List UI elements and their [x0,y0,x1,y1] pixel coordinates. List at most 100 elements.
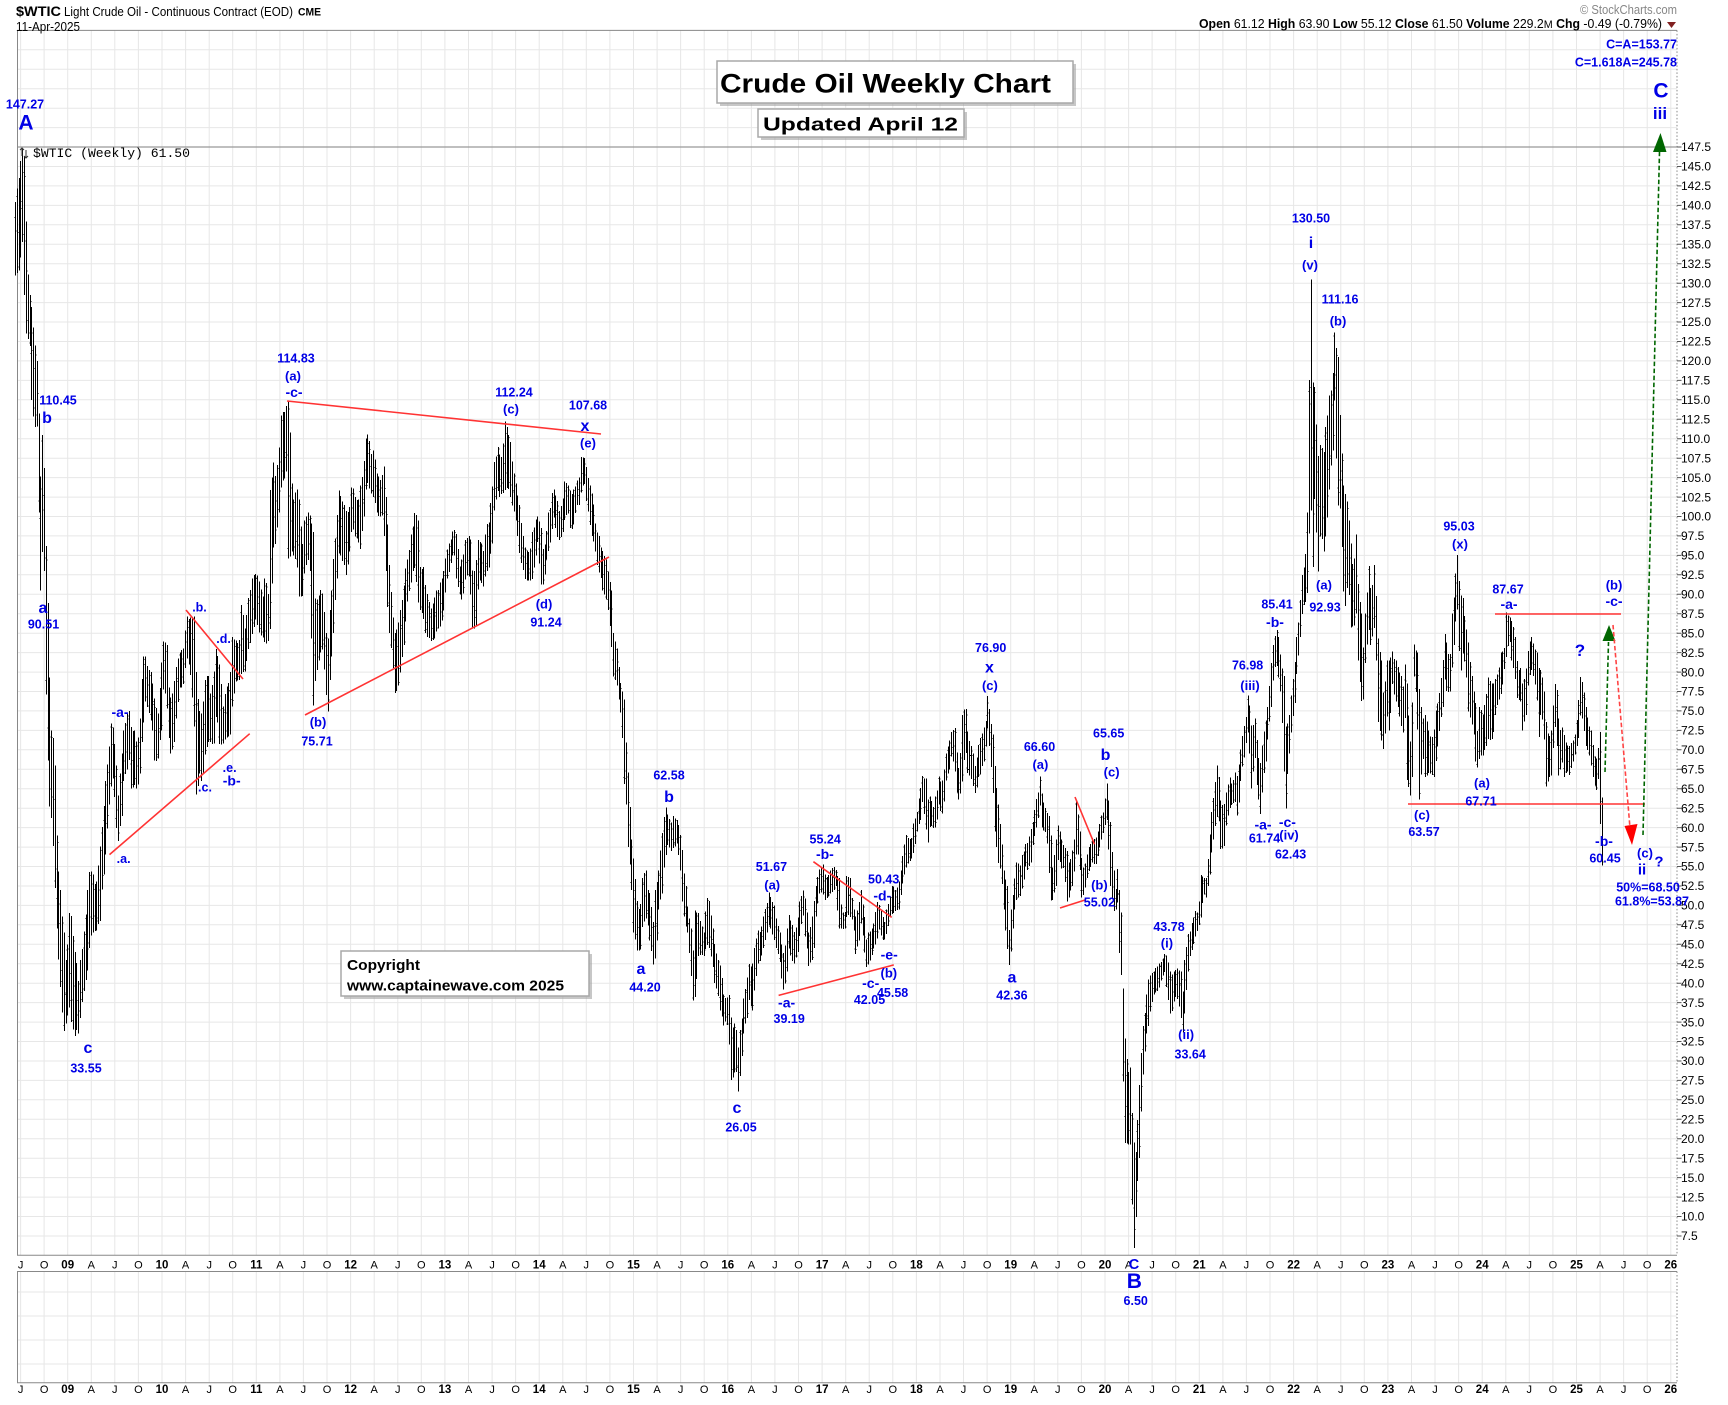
svg-text:77.5: 77.5 [1681,685,1705,699]
svg-text:O: O [134,1259,143,1271]
svg-text:J: J [489,1259,495,1271]
svg-text:O: O [1454,1259,1463,1271]
svg-text:70.0: 70.0 [1681,743,1705,757]
svg-text:A: A [936,1384,944,1396]
svg-text:O: O [889,1259,898,1271]
svg-text:80.0: 80.0 [1681,665,1705,679]
svg-text:-b-: -b- [816,846,834,862]
svg-text:65.65: 65.65 [1093,727,1124,741]
svg-text:125.0: 125.0 [1681,315,1711,329]
svg-text:130.50: 130.50 [1292,212,1330,226]
svg-text:A: A [371,1384,379,1396]
svg-text:A: A [559,1259,567,1271]
svg-text:O: O [1360,1384,1369,1396]
svg-text:115.0: 115.0 [1681,393,1710,407]
svg-text:J: J [1527,1384,1533,1396]
svg-text:?: ? [1654,853,1663,870]
svg-text:12: 12 [344,1384,357,1396]
svg-text:O: O [1549,1384,1558,1396]
svg-text:J: J [1338,1384,1344,1396]
svg-text:A: A [748,1259,756,1271]
svg-text:CME: CME [298,7,321,19]
svg-text:A: A [653,1384,661,1396]
svg-text:J: J [112,1384,118,1396]
svg-text:57.5: 57.5 [1681,840,1705,854]
svg-text:16: 16 [721,1384,734,1396]
svg-text:J: J [678,1259,684,1271]
svg-text:30.0: 30.0 [1681,1054,1705,1068]
svg-text:A: A [1125,1384,1133,1396]
svg-text:A: A [1219,1384,1227,1396]
svg-text:A: A [1031,1259,1039,1271]
svg-text:A: A [1596,1259,1604,1271]
svg-text:19: 19 [1004,1259,1017,1271]
svg-text:50.0: 50.0 [1681,899,1705,913]
svg-text:Crude Oil Weekly Chart: Crude Oil Weekly Chart [720,69,1051,99]
svg-text:132.5: 132.5 [1681,257,1711,271]
svg-text:O: O [606,1384,615,1396]
svg-text:A: A [1408,1259,1416,1271]
svg-text:J: J [301,1259,307,1271]
svg-text:C=1.618A=245.78: C=1.618A=245.78 [1575,56,1677,70]
svg-text:A: A [1314,1384,1322,1396]
svg-text:62.58: 62.58 [653,769,684,783]
svg-text:A: A [1502,1259,1510,1271]
svg-text:O: O [1360,1259,1369,1271]
svg-text:87.5: 87.5 [1681,607,1705,621]
svg-text:A: A [559,1384,567,1396]
svg-text:-d-: -d- [873,887,891,903]
svg-text:.b.: .b. [192,601,207,615]
svg-text:A: A [1502,1384,1510,1396]
svg-text:(c): (c) [503,402,519,417]
svg-text:J: J [489,1384,495,1396]
svg-text:J: J [1055,1384,1061,1396]
svg-text:(b): (b) [1606,578,1623,593]
svg-text:J: J [1432,1259,1438,1271]
svg-text:110.0: 110.0 [1681,432,1710,446]
svg-text:a: a [637,961,646,978]
svg-text:11: 11 [250,1384,263,1396]
svg-text:i: i [1309,235,1313,252]
svg-text:J: J [1149,1384,1155,1396]
svg-text:O: O [1266,1259,1275,1271]
svg-text:(a): (a) [1316,578,1332,593]
svg-text:112.5: 112.5 [1681,413,1710,427]
svg-text:A: A [18,112,33,135]
svg-text:44.20: 44.20 [629,981,660,995]
svg-text:67.5: 67.5 [1681,763,1705,777]
svg-text:(c): (c) [1637,846,1653,861]
svg-text:42.5: 42.5 [1681,957,1705,971]
svg-text:J: J [1055,1259,1061,1271]
svg-text:24: 24 [1476,1259,1489,1271]
svg-text:47.5: 47.5 [1681,918,1705,932]
svg-text:J: J [1338,1259,1344,1271]
svg-text:75.0: 75.0 [1681,704,1705,718]
svg-text:J: J [206,1384,212,1396]
svg-text:A: A [1125,1259,1133,1271]
svg-text:142.5: 142.5 [1681,179,1711,193]
svg-text:16: 16 [721,1259,734,1271]
svg-text:10: 10 [156,1384,169,1396]
svg-text:45.0: 45.0 [1681,938,1705,952]
svg-text:© StockCharts.com: © StockCharts.com [1580,2,1677,17]
svg-text:85.41: 85.41 [1261,598,1292,612]
svg-text:76.90: 76.90 [975,641,1006,655]
svg-text:O: O [1266,1384,1275,1396]
svg-text:J: J [584,1384,590,1396]
svg-text:(iii): (iii) [1240,678,1260,693]
svg-text:O: O [606,1259,615,1271]
svg-text:J: J [1527,1259,1533,1271]
svg-text:112.24: 112.24 [495,386,533,400]
svg-text:23: 23 [1382,1384,1395,1396]
svg-text:b: b [42,410,52,427]
svg-text:82.5: 82.5 [1681,646,1705,660]
svg-text:09: 09 [61,1384,74,1396]
svg-text:(v): (v) [1302,258,1318,273]
svg-text:15.0: 15.0 [1681,1171,1705,1185]
svg-text:75.71: 75.71 [301,735,332,749]
svg-text:55.0: 55.0 [1681,860,1705,874]
svg-text:-c-: -c- [1279,814,1296,830]
svg-text:.d.: .d. [216,632,231,646]
svg-text:66.60: 66.60 [1024,740,1055,754]
svg-text:60.45: 60.45 [1589,852,1620,866]
